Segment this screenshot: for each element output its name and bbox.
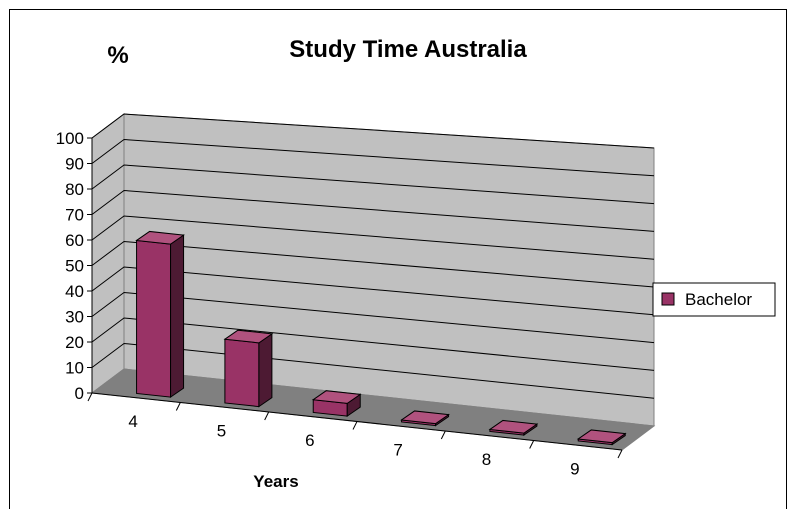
gridline: [91, 342, 655, 399]
y-tick-label: 60: [65, 231, 84, 250]
bar: [488, 419, 539, 437]
bar-front: [136, 239, 172, 398]
x-tick-label: 7: [393, 440, 402, 459]
x-tick-mark: [175, 402, 181, 411]
chart-title: Study Time Australia: [289, 36, 527, 63]
bar-top: [576, 429, 627, 444]
y-tick-label: 50: [65, 257, 84, 276]
bar-top: [488, 419, 539, 434]
x-axis: 4 5 6 7 8 9: [87, 392, 623, 478]
y-tick-label: 20: [65, 333, 84, 352]
bar: [135, 230, 185, 399]
x-tick-mark: [87, 392, 93, 402]
x-tick-mark: [617, 449, 623, 459]
y-tick-label: 100: [56, 129, 84, 148]
y-tick-label: 0: [75, 384, 84, 403]
y-axis-label: %: [107, 42, 128, 69]
bar: [311, 390, 362, 418]
gridline: [91, 138, 655, 177]
y-axis: 0 10 20 30 40 50 60 70 80 90 100: [56, 129, 93, 403]
bar: [576, 429, 627, 446]
y-tick-label: 30: [65, 308, 84, 327]
gridline: [91, 291, 655, 344]
gridline: [91, 164, 655, 205]
legend: Bachelor: [652, 282, 776, 317]
bar-front: [224, 338, 260, 408]
gridline: [91, 113, 655, 149]
bar: [400, 410, 450, 427]
legend-swatch: [661, 292, 675, 306]
bar-top: [311, 390, 362, 404]
y-tick-label: 10: [65, 359, 84, 378]
x-tick-mark: [529, 440, 535, 449]
bar-top: [223, 329, 274, 344]
gridline: [91, 266, 655, 316]
gridline: [91, 317, 655, 371]
y-tick-label: 40: [65, 282, 84, 301]
x-tick-label: 5: [217, 421, 226, 440]
gridline: [91, 215, 655, 260]
gridline: [91, 240, 655, 288]
legend-label: Bachelor: [685, 290, 752, 309]
y-tick-label: 80: [65, 180, 84, 199]
x-axis-label: Years: [253, 472, 298, 491]
x-tick-label: 4: [128, 412, 137, 431]
gridlines: [91, 113, 655, 399]
bar-side: [258, 332, 273, 408]
x-tick-mark: [264, 411, 270, 421]
y-tick-label: 90: [65, 155, 84, 174]
gridline: [91, 189, 655, 232]
bar: [223, 329, 274, 408]
x-tick-mark: [440, 430, 446, 440]
x-tick-label: 8: [482, 450, 491, 469]
bar-side: [170, 234, 185, 399]
x-tick-label: 9: [570, 459, 579, 478]
y-tick-label: 70: [65, 206, 84, 225]
x-tick-mark: [352, 421, 358, 430]
x-tick-label: 6: [305, 431, 314, 450]
bar-top: [135, 230, 185, 245]
bar-top: [400, 410, 450, 425]
bars: [135, 230, 627, 446]
